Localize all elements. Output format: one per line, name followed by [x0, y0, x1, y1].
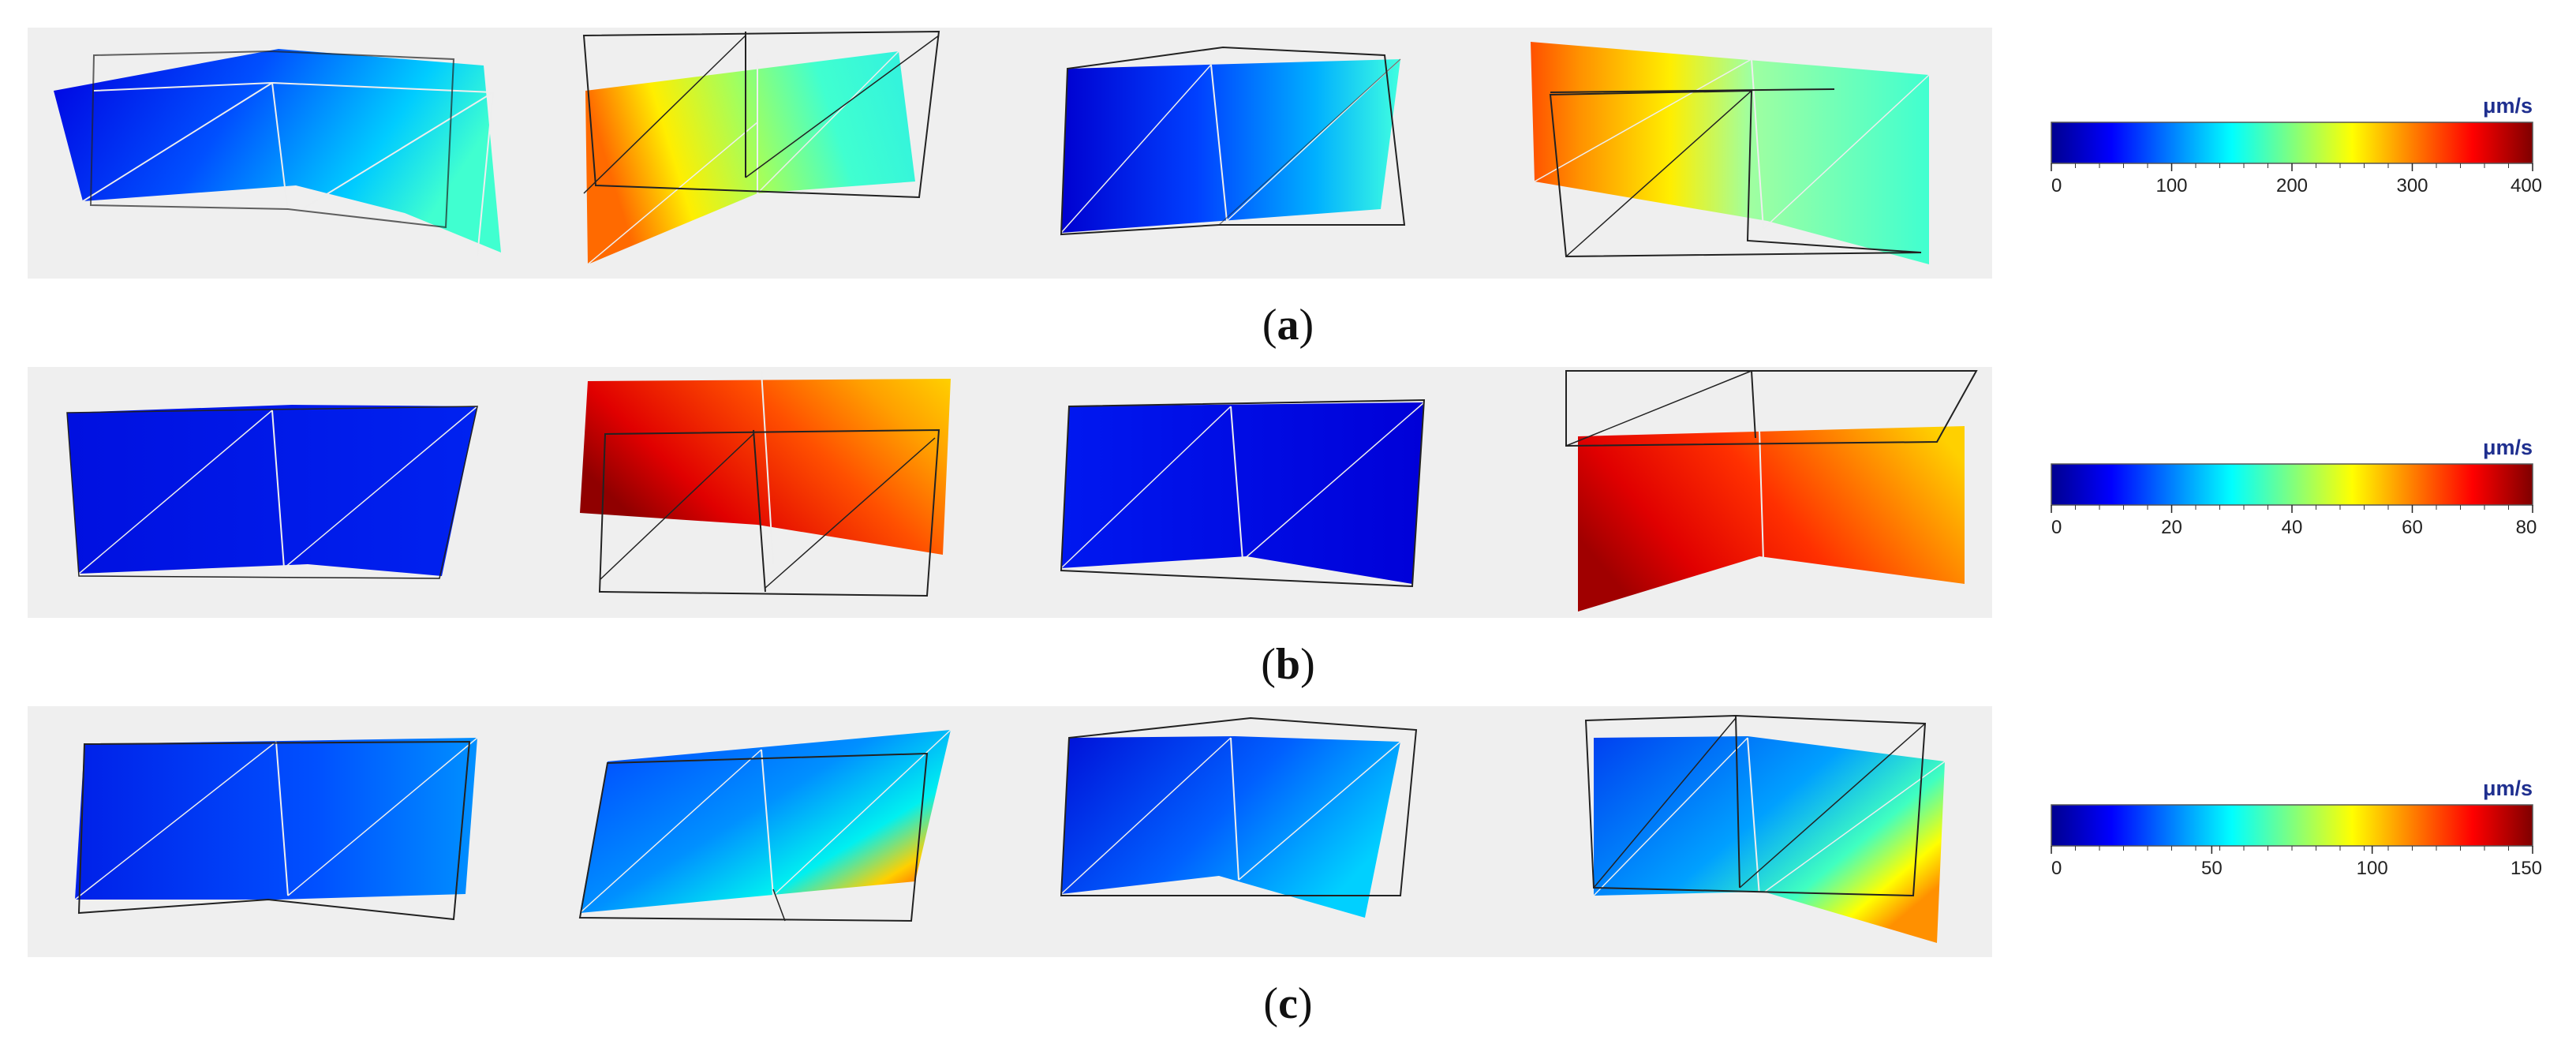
- panel-a: [28, 28, 1992, 279]
- caption-a-open: (: [1262, 301, 1277, 350]
- panel-c: [28, 706, 1992, 957]
- caption-a-letter: a: [1277, 301, 1299, 350]
- colorbar-tick-label: 0: [2051, 175, 2062, 196]
- caption-c: (c): [0, 978, 2576, 1029]
- mode-shape-a3: [1060, 46, 1406, 236]
- colorbar-tick-label: 80: [2516, 517, 2537, 538]
- colorbar-gradient: [2051, 804, 2533, 847]
- colorbar-a: μm/s 0 100 200 300 400: [2051, 94, 2542, 196]
- caption-b: (b): [0, 639, 2576, 690]
- colorbar-tick-label: 0: [2051, 517, 2062, 538]
- colorbar-tick-label: 100: [2155, 175, 2187, 196]
- mode-shape-c2: [578, 729, 952, 922]
- colorbar-tick-label: 100: [2357, 858, 2388, 879]
- colorbar-c: μm/s 0 50 100 150: [2051, 776, 2542, 879]
- colorbar-tick-label: 20: [2161, 517, 2182, 538]
- mode-shape-c1: [74, 737, 478, 921]
- mode-shape-b2: [580, 370, 951, 597]
- colorbar-tick-label: 40: [2282, 517, 2303, 538]
- colorbar-tick-label: 150: [2511, 858, 2542, 879]
- colorbar-b: μm/s 0 20 40 60 80: [2051, 436, 2537, 538]
- colorbar-tick-label: 0: [2051, 858, 2062, 879]
- caption-c-close: ): [1297, 979, 1313, 1028]
- caption-a: (a): [0, 300, 2576, 350]
- panel-c-graphics: [74, 714, 1946, 943]
- panel-b-graphics: [66, 370, 1978, 612]
- mode-shape-a4: [1531, 42, 1930, 264]
- mode-shape-c4: [1584, 714, 1946, 943]
- caption-b-close: ): [1300, 640, 1315, 689]
- caption-a-close: ): [1299, 301, 1314, 350]
- caption-b-letter: b: [1275, 640, 1301, 689]
- colorbar-tick-label: 200: [2276, 175, 2308, 196]
- colorbar-tick-label: 300: [2396, 175, 2428, 196]
- colorbar-unit: μm/s: [2483, 436, 2533, 459]
- colorbar-tick-label: 400: [2511, 175, 2542, 196]
- mode-shape-c3: [1060, 716, 1418, 918]
- mode-shape-b4: [1565, 370, 1978, 612]
- colorbar-tick-label: 50: [2201, 858, 2223, 879]
- mode-shape-a2: [582, 30, 940, 265]
- panel-a-graphics: [54, 30, 1930, 265]
- mode-shape-a1: [54, 49, 501, 257]
- caption-c-letter: c: [1278, 979, 1298, 1028]
- caption-c-open: (: [1263, 979, 1279, 1028]
- panel-b: [28, 367, 1992, 618]
- caption-b-open: (: [1261, 640, 1276, 689]
- colorbar-tick-label: 60: [2402, 517, 2423, 538]
- colorbar-unit: μm/s: [2483, 776, 2533, 800]
- colorbar-gradient: [2051, 463, 2533, 506]
- colorbar-gradient: [2051, 122, 2533, 164]
- mode-shape-b3: [1060, 398, 1426, 588]
- colorbar-unit: μm/s: [2483, 94, 2533, 118]
- mode-shape-b1: [66, 405, 478, 579]
